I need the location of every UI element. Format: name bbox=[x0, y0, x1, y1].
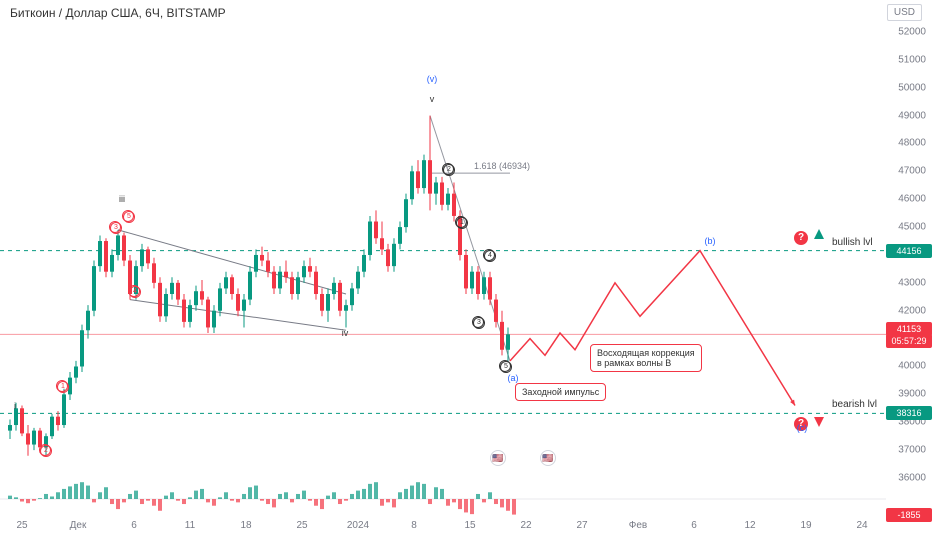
y-tick: 46000 bbox=[898, 194, 926, 205]
x-tick: 6 bbox=[691, 520, 697, 531]
fib-label: 1.618 (46934) bbox=[474, 161, 530, 171]
x-axis: 25 Дек 6 11 18 25 2024 8 15 22 27 Фев 6 12 19 24 bbox=[0, 520, 886, 534]
x-tick: Дек bbox=[70, 520, 87, 531]
elliott-label: 1 bbox=[56, 380, 68, 392]
y-tick: 36000 bbox=[898, 473, 926, 484]
x-tick: 25 bbox=[296, 520, 307, 531]
elliott-label: iv bbox=[342, 328, 349, 338]
bearish-arrow-icon bbox=[814, 417, 824, 427]
x-tick: 24 bbox=[856, 520, 867, 531]
y-tick: 42000 bbox=[898, 305, 926, 316]
elliott-label: i bbox=[14, 401, 16, 411]
elliott-label: 4 bbox=[483, 249, 495, 261]
x-tick: 22 bbox=[520, 520, 531, 531]
bullish-question-icon: ? bbox=[794, 231, 808, 245]
plot-area[interactable]: bullish lvlbearish lvl??1.618 (46934)Вос… bbox=[0, 18, 886, 520]
x-tick: 25 bbox=[16, 520, 27, 531]
elliott-label: (b) bbox=[705, 236, 716, 246]
bearish-price-tag: 38316 bbox=[886, 406, 932, 420]
elliott-label: 3 bbox=[472, 316, 484, 328]
y-tick: 49000 bbox=[898, 110, 926, 121]
callout-impulse: Заходной импульс bbox=[515, 383, 606, 401]
y-tick: 45000 bbox=[898, 222, 926, 233]
y-tick: 52000 bbox=[898, 26, 926, 37]
chart-root: Биткоин / Доллар США, 6Ч, BITSTAMP USD b… bbox=[0, 0, 932, 550]
y-tick: 48000 bbox=[898, 138, 926, 149]
y-tick: 47000 bbox=[898, 166, 926, 177]
x-tick: 12 bbox=[744, 520, 755, 531]
elliott-label: 4 bbox=[128, 285, 140, 297]
x-tick: 19 bbox=[800, 520, 811, 531]
y-tick: 51000 bbox=[898, 54, 926, 65]
countdown-tag: 05:57:29 bbox=[886, 334, 932, 348]
osc-value-tag: -1855 bbox=[886, 508, 932, 522]
main-svg bbox=[0, 18, 886, 520]
y-tick: 50000 bbox=[898, 82, 926, 93]
elliott-label: 1 bbox=[455, 216, 467, 228]
elliott-label: 5 bbox=[122, 210, 134, 222]
elliott-label: 2 bbox=[442, 163, 454, 175]
callout-correction: Восходящая коррекцияв рамках волны B bbox=[590, 344, 702, 372]
x-tick: 11 bbox=[185, 520, 195, 531]
elliott-label: (a) bbox=[508, 373, 519, 383]
x-tick: 8 bbox=[411, 520, 417, 531]
x-tick: Фев bbox=[629, 520, 647, 531]
elliott-label: 5 bbox=[499, 360, 511, 372]
elliott-label: (c) bbox=[797, 423, 808, 433]
x-tick: 27 bbox=[576, 520, 587, 531]
x-tick: 6 bbox=[131, 520, 137, 531]
bearish-label: bearish lvl bbox=[832, 399, 877, 410]
bullish-label: bullish lvl bbox=[832, 237, 873, 248]
elliott-label: 3 bbox=[109, 221, 121, 233]
x-tick: 2024 bbox=[347, 520, 369, 531]
oscillator-svg bbox=[0, 478, 886, 520]
x-tick: 15 bbox=[464, 520, 475, 531]
event-flag-icon: 🇺🇸 bbox=[540, 450, 556, 466]
x-tick: 18 bbox=[240, 520, 251, 531]
y-tick: 37000 bbox=[898, 445, 926, 456]
bullish-arrow-icon bbox=[814, 229, 824, 239]
elliott-label: v bbox=[430, 94, 435, 104]
event-flag-icon: 🇺🇸 bbox=[490, 450, 506, 466]
y-tick: 43000 bbox=[898, 277, 926, 288]
y-tick: 39000 bbox=[898, 389, 926, 400]
y-axis: 3600037000380003900040000410004200043000… bbox=[886, 18, 932, 520]
bullish-price-tag: 44156 bbox=[886, 244, 932, 258]
elliott-label: iii bbox=[119, 194, 125, 204]
elliott-label: 2 bbox=[39, 444, 51, 456]
elliott-label: (v) bbox=[427, 74, 438, 84]
y-tick: 40000 bbox=[898, 361, 926, 372]
